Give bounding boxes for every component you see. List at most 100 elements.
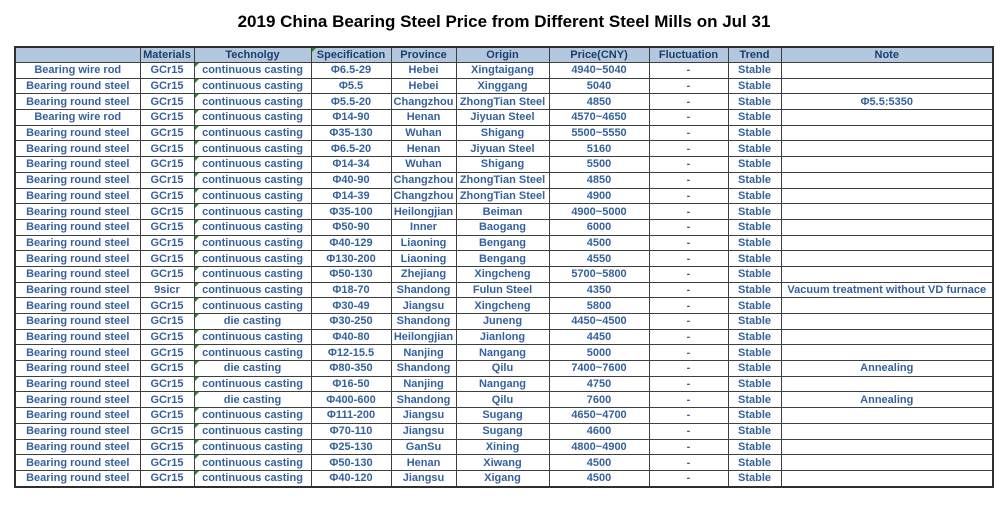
note-cell: [780, 109, 994, 126]
fluctuation-cell: -: [648, 250, 729, 267]
trend-cell: Stable: [727, 234, 782, 252]
province-cell: Changzhou: [390, 171, 457, 189]
trend-cell: Stable: [727, 140, 782, 158]
province-cell: Shandong: [390, 281, 457, 299]
origin-cell: Bengang: [455, 234, 550, 252]
note-cell: [780, 438, 994, 456]
fluctuation-cell: -: [648, 218, 729, 236]
item-cell: Bearing round steel: [14, 438, 141, 456]
origin-cell: Shigang: [455, 156, 550, 173]
price-cell: 5700~5800: [548, 265, 650, 283]
technology-cell: continuous casting: [193, 62, 312, 79]
trend-cell: Stable: [727, 124, 782, 142]
technology-cell: continuous casting: [193, 109, 312, 126]
province-cell: Henan: [390, 109, 457, 126]
origin-cell: Xingcheng: [455, 297, 550, 314]
specification-cell: Φ80-350: [310, 360, 392, 377]
technology-cell: continuous casting: [193, 250, 312, 267]
materials-cell: 9sicr: [139, 281, 195, 299]
header-row: Materials Technolgy Specification Provin…: [14, 46, 994, 63]
cell-flag-icon: [195, 330, 199, 334]
origin-cell: Beiman: [455, 203, 550, 220]
trend-cell: Stable: [727, 218, 782, 236]
price-cell: 5000: [548, 344, 650, 362]
specification-cell: Φ14-34: [310, 156, 392, 173]
note-cell: [780, 407, 994, 424]
cell-flag-icon: [195, 173, 199, 177]
note-cell: [780, 140, 994, 158]
note-cell: [780, 218, 994, 236]
technology-cell: continuous casting: [193, 93, 312, 111]
trend-cell: Stable: [727, 77, 782, 95]
cell-flag-icon: [195, 345, 199, 350]
table-row: Bearing wire rod GCr15 continuous castin…: [14, 62, 994, 79]
column-header-specification: Specification: [310, 46, 392, 63]
table-row: Bearing round steel GCr15 continuous cas…: [14, 422, 994, 440]
province-cell: Heilongjian: [390, 203, 457, 220]
note-cell: [780, 422, 994, 440]
fluctuation-cell: -: [648, 375, 729, 393]
technology-cell: continuous casting: [193, 438, 312, 456]
cell-flag-icon: [195, 408, 199, 413]
materials-cell: GCr15: [139, 454, 195, 471]
price-cell: 4570~4650: [548, 109, 650, 126]
price-cell: 6000: [548, 218, 650, 236]
note-cell: [780, 328, 994, 346]
fluctuation-cell: -: [648, 454, 729, 471]
price-cell: 4600: [548, 422, 650, 440]
table-row: Bearing round steel GCr15 continuous cas…: [14, 124, 994, 142]
note-cell: [780, 297, 994, 314]
note-cell: Annealing: [780, 391, 994, 409]
trend-cell: Stable: [727, 109, 782, 126]
cell-flag-icon: [195, 157, 199, 162]
price-cell: 4500: [548, 469, 650, 488]
item-cell: Bearing wire rod: [14, 62, 141, 79]
note-cell: Vacuum treatment without VD furnace: [780, 281, 994, 299]
price-cell: 5800: [548, 297, 650, 314]
cell-flag-icon: [195, 392, 199, 397]
item-cell: Bearing round steel: [14, 218, 141, 236]
note-cell: [780, 469, 994, 488]
specification-cell: Φ6.5-29: [310, 62, 392, 79]
province-cell: Jiangsu: [390, 469, 457, 488]
origin-cell: Jianlong: [455, 328, 550, 346]
province-cell: Hebei: [390, 77, 457, 95]
table-row: Bearing round steel GCr15 continuous cas…: [14, 140, 994, 158]
province-cell: Changzhou: [390, 187, 457, 205]
table-row: Bearing round steel GCr15 continuous cas…: [14, 438, 994, 456]
province-cell: Wuhan: [390, 156, 457, 173]
fluctuation-cell: -: [648, 109, 729, 126]
price-cell: 4900: [548, 187, 650, 205]
table-row: Bearing round steel GCr15 continuous cas…: [14, 171, 994, 189]
materials-cell: GCr15: [139, 297, 195, 314]
fluctuation-cell: -: [648, 93, 729, 111]
note-cell: [780, 375, 994, 393]
cell-flag-icon: [195, 63, 199, 67]
materials-cell: GCr15: [139, 438, 195, 456]
materials-cell: GCr15: [139, 218, 195, 236]
item-cell: Bearing round steel: [14, 422, 141, 440]
trend-cell: Stable: [727, 375, 782, 393]
origin-cell: Nangang: [455, 344, 550, 362]
technology-cell: continuous casting: [193, 203, 312, 220]
province-cell: Nanjing: [390, 344, 457, 362]
origin-cell: Qilu: [455, 391, 550, 409]
note-cell: [780, 62, 994, 79]
fluctuation-cell: -: [648, 422, 729, 440]
trend-cell: Stable: [727, 156, 782, 173]
technology-cell: die casting: [193, 313, 312, 330]
technology-cell: continuous casting: [193, 265, 312, 283]
table-row: Bearing round steel 9sicr continuous cas…: [14, 281, 994, 299]
trend-cell: Stable: [727, 391, 782, 409]
trend-cell: Stable: [727, 250, 782, 267]
item-cell: Bearing wire rod: [14, 109, 141, 126]
specification-cell: Φ5.5-20: [310, 93, 392, 111]
origin-cell: Qilu: [455, 360, 550, 377]
column-header-trend: Trend: [727, 46, 782, 63]
price-cell: 5040: [548, 77, 650, 95]
price-cell: 5160: [548, 140, 650, 158]
price-cell: 4750: [548, 375, 650, 393]
specification-cell: Φ16-50: [310, 375, 392, 393]
item-cell: Bearing round steel: [14, 250, 141, 267]
